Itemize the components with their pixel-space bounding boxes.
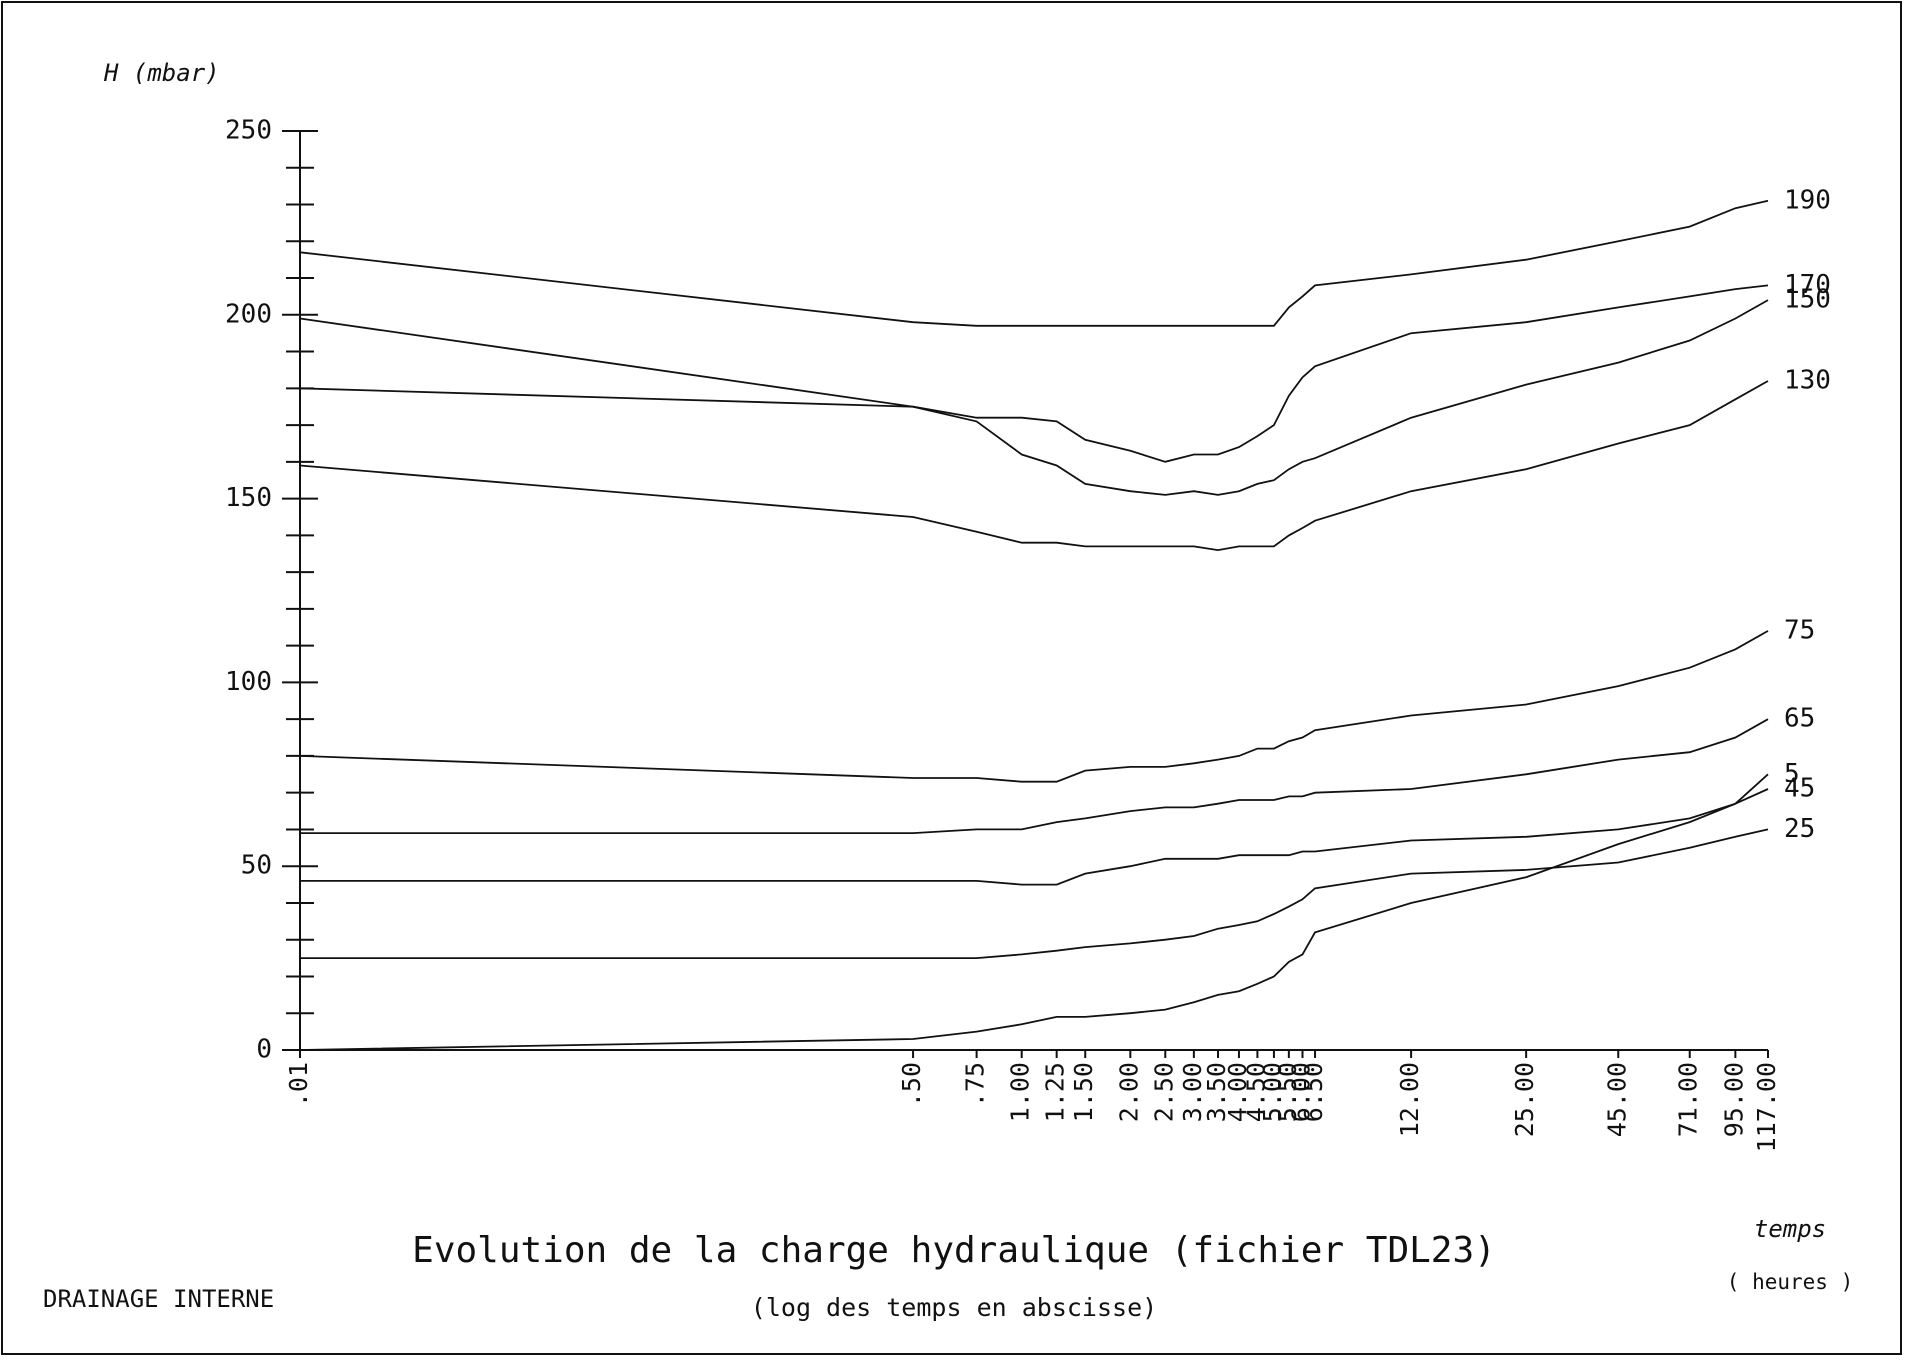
series-line xyxy=(299,199,1769,327)
x-tick-label: 5.00 xyxy=(1258,1062,1287,1122)
x-tick-label: .50 xyxy=(897,1062,926,1107)
x-tick-label: 45.00 xyxy=(1602,1062,1631,1137)
y-tick-label: 150 xyxy=(225,483,272,513)
y-tick-label: 50 xyxy=(241,851,272,881)
x-tick-label: 6.00 xyxy=(1286,1062,1315,1122)
series-label: 65 xyxy=(1784,704,1815,734)
y-tick-label: 250 xyxy=(225,116,272,146)
x-tick-label: 6.50 xyxy=(1299,1062,1328,1122)
x-tick-label: 3.50 xyxy=(1202,1062,1231,1122)
series-label: 150 xyxy=(1784,285,1831,315)
x-tick-label: 12.00 xyxy=(1395,1062,1424,1137)
x-axis-unit: ( heures ) xyxy=(1727,1270,1853,1294)
footnote: DRAINAGE INTERNE xyxy=(43,1285,274,1313)
x-tick-label: 95.00 xyxy=(1719,1062,1748,1137)
x-tick-label: 1.25 xyxy=(1041,1062,1070,1122)
series-line xyxy=(300,828,1769,959)
y-axis-label: H (mbar) xyxy=(103,59,220,87)
series-label: 130 xyxy=(1784,365,1831,395)
series-label: 190 xyxy=(1784,185,1831,215)
x-tick-label: 1.50 xyxy=(1069,1062,1098,1122)
x-tick-label: 71.00 xyxy=(1674,1062,1703,1137)
x-tick-label: .01 xyxy=(284,1062,313,1107)
series-line xyxy=(300,788,1769,886)
chart-subtitle: (log des temps en abscisse) xyxy=(751,1293,1157,1322)
series-label: 75 xyxy=(1784,615,1815,645)
series-line xyxy=(299,380,1769,552)
series-label: 25 xyxy=(1784,814,1815,844)
y-tick-label: 100 xyxy=(225,667,272,697)
series-line xyxy=(300,718,1769,834)
x-tick-label: 4.50 xyxy=(1241,1062,1270,1122)
y-tick-label: 200 xyxy=(225,299,272,329)
chart-title: Evolution de la charge hydraulique (fich… xyxy=(412,1230,1496,1271)
x-axis-label: temps xyxy=(1754,1215,1826,1243)
series-line xyxy=(299,299,1769,496)
series-line xyxy=(299,630,1769,783)
series-label: 170 xyxy=(1784,270,1831,300)
x-tick-label: 2.00 xyxy=(1114,1062,1143,1122)
x-tick-label: .75 xyxy=(961,1062,990,1107)
series-line xyxy=(299,773,1769,1051)
series-label: 5 xyxy=(1784,759,1800,789)
x-tick-label: 5.50 xyxy=(1273,1062,1302,1122)
x-tick-label: 117.00 xyxy=(1752,1062,1781,1152)
x-tick-label: 25.00 xyxy=(1510,1062,1539,1137)
x-tick-label: 2.50 xyxy=(1149,1062,1178,1122)
x-tick-label: 3.00 xyxy=(1178,1062,1207,1122)
y-tick-label: 0 xyxy=(256,1035,272,1065)
x-tick-label: 1.00 xyxy=(1006,1062,1035,1122)
x-tick-label: 4.00 xyxy=(1223,1062,1252,1122)
series-label: 45 xyxy=(1784,774,1815,804)
series-line xyxy=(299,284,1769,463)
